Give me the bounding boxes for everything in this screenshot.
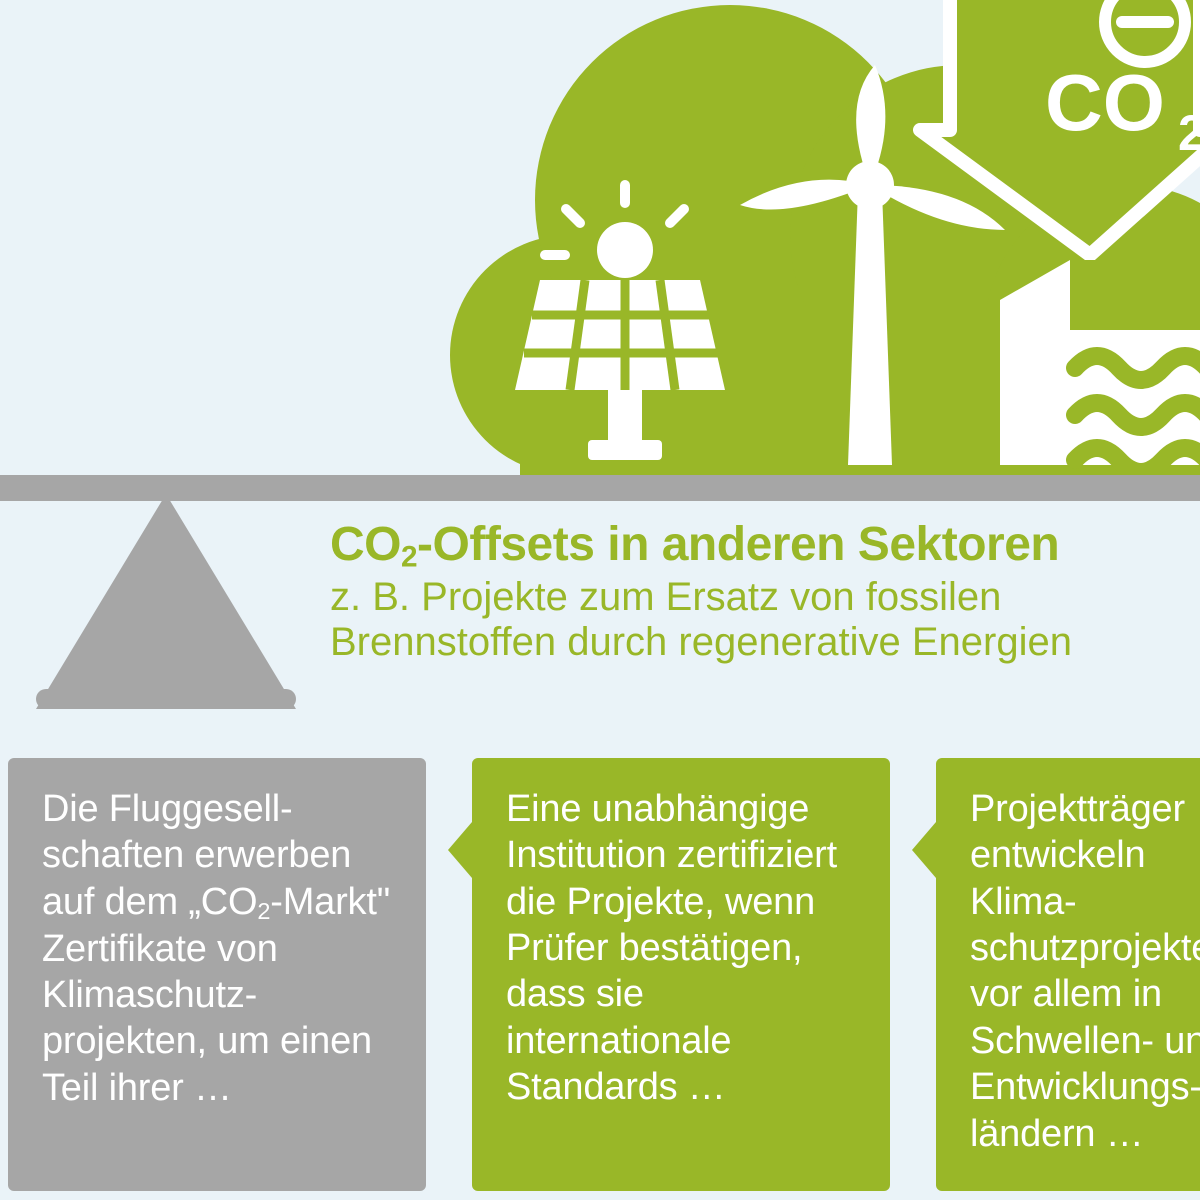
- box-text: Eine unabhängige Institution zertifi­zie…: [506, 788, 837, 1108]
- heading-title-sub: 2: [401, 541, 417, 574]
- box-text: Projektträger entwickeln Klima­schutzpro…: [970, 788, 1200, 1155]
- left-arrow-notch: [448, 822, 472, 878]
- heading-title-post: -Offsets in anderen Sektoren: [417, 518, 1059, 571]
- info-box-certification: Eine unabhängige Institution zertifi­zie…: [472, 758, 890, 1191]
- heading-title: CO2-Offsets in anderen Sektoren: [330, 520, 1200, 573]
- box-text-sub: 2: [257, 898, 270, 924]
- info-box-projects: Projektträger entwickeln Klima­schutzpro…: [936, 758, 1200, 1191]
- left-arrow-notch: [912, 822, 936, 878]
- co2-minus-badge: CO 2: [910, 0, 1200, 265]
- svg-text:CO: CO: [1045, 58, 1165, 147]
- heading-subtitle: z. B. Projekte zum Ersatz von fossilen B…: [330, 575, 1200, 665]
- info-boxes-row: Die Fluggesell­schaften erwerben auf dem…: [0, 758, 1200, 1191]
- balance-fulcrum: [36, 494, 296, 709]
- info-box-airlines: Die Fluggesell­schaften erwerben auf dem…: [8, 758, 426, 1191]
- section-heading: CO2-Offsets in anderen Sektoren z. B. Pr…: [330, 520, 1200, 664]
- heading-title-pre: CO: [330, 518, 401, 571]
- svg-text:2: 2: [1178, 105, 1200, 161]
